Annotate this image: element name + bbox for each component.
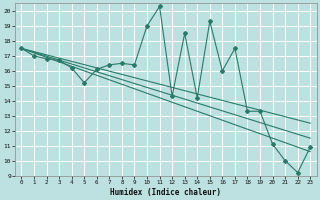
X-axis label: Humidex (Indice chaleur): Humidex (Indice chaleur) (110, 188, 221, 197)
